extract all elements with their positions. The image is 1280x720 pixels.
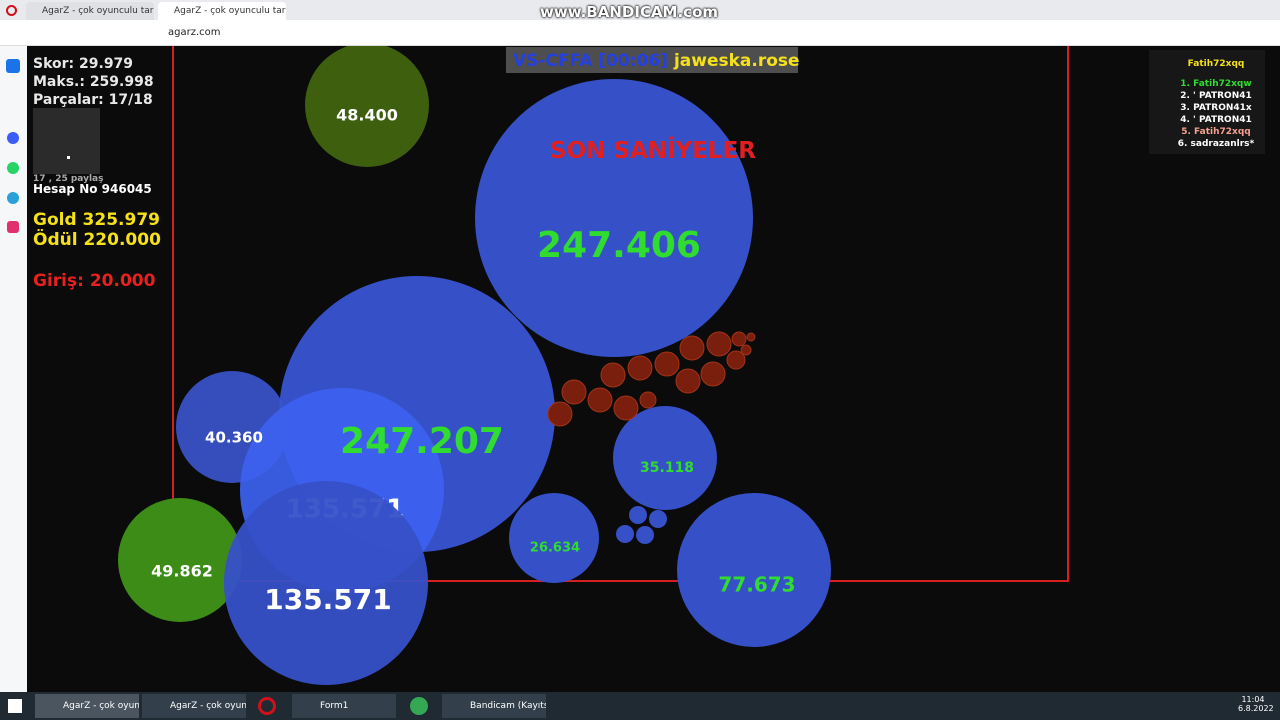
account: Hesap No 946045 xyxy=(33,182,152,196)
sidebar xyxy=(0,46,27,692)
banner: VS-CFFA [00:06] jaweska.rose xyxy=(513,51,800,71)
hud: Skor: 29.979 Maks.: 259.998 Parçalar: 17… xyxy=(33,56,161,291)
cell xyxy=(118,498,242,622)
chrome-icon[interactable] xyxy=(410,697,428,715)
start-button[interactable] xyxy=(8,699,22,713)
mode: VS-CFFA [00:06] xyxy=(513,51,668,71)
opera-icon[interactable] xyxy=(258,697,276,715)
cell-label: 247.406 xyxy=(537,225,701,266)
leaderboard-entry: 1. Fatih72xqw xyxy=(1180,79,1251,89)
tab-bar: AgarZ - çok oyunculu taray AgarZ - çok o… xyxy=(0,0,1280,21)
clock: 11:04 6.8.2022 xyxy=(1238,695,1274,713)
cell-label: 247.207 xyxy=(340,421,504,462)
cell-label: 135.571 xyxy=(264,583,392,616)
map-border xyxy=(172,46,1069,582)
taskbar-item[interactable]: AgarZ - çok oyun... xyxy=(35,694,139,718)
taskbar-item[interactable]: Form1 xyxy=(292,694,396,718)
cell xyxy=(224,481,428,685)
leaderboard: Fatih72xqq 1. Fatih72xqw 2. ' PATRON41 3… xyxy=(1149,50,1265,154)
icon[interactable] xyxy=(7,162,19,174)
minimap-player xyxy=(67,156,70,159)
max-score: Maks.: 259.998 xyxy=(33,74,154,90)
time: 11:04 xyxy=(1241,695,1265,704)
minimap xyxy=(33,108,100,174)
small-cells xyxy=(616,506,667,544)
cell xyxy=(305,46,429,167)
score: Skor: 29.979 xyxy=(33,56,133,72)
leaderboard-entry: 6. sadrazanlrs* xyxy=(1178,139,1255,149)
cell-label: 40.360 xyxy=(205,429,263,447)
icon[interactable] xyxy=(7,221,19,233)
split-cells xyxy=(547,331,756,427)
cell-label: 35.118 xyxy=(640,460,694,476)
watermark: www.BANDICAM.com xyxy=(540,3,719,21)
cell xyxy=(509,493,599,583)
icon[interactable] xyxy=(6,59,20,73)
leaderboard-entry: 5. Fatih72xqq xyxy=(1181,127,1251,137)
date: 6.8.2022 xyxy=(1238,704,1274,713)
cell-label: 26.634 xyxy=(530,541,580,556)
leaderboard-title: Fatih72xqq xyxy=(1188,59,1245,69)
icon[interactable] xyxy=(7,192,19,204)
cell xyxy=(613,406,717,510)
cell xyxy=(677,493,831,647)
address-bar: agarz.com xyxy=(0,20,1280,46)
player: jaweska.rose xyxy=(673,51,800,71)
cell xyxy=(475,79,753,357)
cell-label: 77.673 xyxy=(718,573,795,597)
alert: SON SANİYELER xyxy=(550,136,756,164)
tab[interactable]: AgarZ - çok oyunculu taray xyxy=(158,2,286,20)
banner-bg xyxy=(506,47,798,73)
taskbar: AgarZ - çok oyun... AgarZ - çok oyun... … xyxy=(0,692,1280,720)
pieces: Parçalar: 17/18 xyxy=(33,92,153,108)
leaderboard-bg xyxy=(1149,50,1265,154)
taskbar-item[interactable]: Bandicam (Kayıtsız) xyxy=(442,694,546,718)
entry-fee: Giriş: 20.000 xyxy=(33,271,156,291)
url[interactable]: agarz.com xyxy=(168,27,221,38)
gold: Gold 325.979 xyxy=(33,210,160,230)
leaderboard-entry: 4. ' PATRON41 xyxy=(1180,115,1252,125)
leaderboard-entry: 2. ' PATRON41 xyxy=(1180,91,1252,101)
share: 17 , 25 paylaş xyxy=(33,174,104,184)
cell-label: 49.862 xyxy=(151,562,213,581)
taskbar-item[interactable]: AgarZ - çok oyun... xyxy=(142,694,246,718)
opera-logo[interactable] xyxy=(6,5,17,16)
leaderboard-entry: 3. PATRON41x xyxy=(1180,103,1252,113)
cell-label: 48.400 xyxy=(336,106,398,125)
icon[interactable] xyxy=(7,132,19,144)
game-canvas: 48.400 247.406 247.207 40.360 135.571 49… xyxy=(27,46,1280,692)
tab[interactable]: AgarZ - çok oyunculu taray xyxy=(26,2,154,20)
reward: Ödül 220.000 xyxy=(33,228,161,250)
